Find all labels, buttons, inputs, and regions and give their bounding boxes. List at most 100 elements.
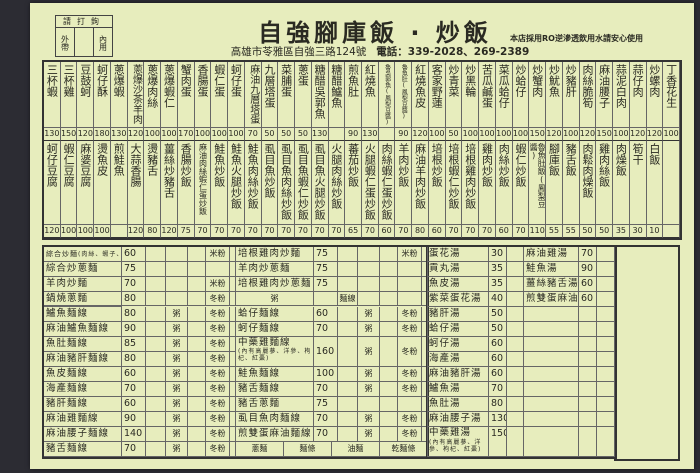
soup-name[interactable]: 海產湯 <box>427 352 489 367</box>
dish-cell[interactable]: 炒黑輪 <box>462 62 480 128</box>
soup-name[interactable]: 貢丸湯 <box>427 262 489 277</box>
soup-name[interactable]: 蚵仔湯 <box>427 337 489 352</box>
porridge-option[interactable]: 粥 <box>166 352 188 367</box>
dish-cell[interactable]: 蚵仔酥 <box>94 62 111 128</box>
dish-cell[interactable]: 炒蛤仔 <box>512 62 530 128</box>
option-cell[interactable] <box>398 262 422 277</box>
noodle-name[interactable]: 綜合炒蔥麵 <box>44 262 122 277</box>
dish-cell[interactable]: 紅燒魚皮 <box>412 62 429 128</box>
dish-cell[interactable]: 腳庫飯 <box>546 141 563 225</box>
dish-cell[interactable]: 麻婆豆腐 <box>77 141 95 225</box>
dish-cell[interactable]: 蔥爆肉絲 <box>144 62 162 128</box>
porridge-option[interactable]: 粥 <box>166 337 188 352</box>
option-cell[interactable]: 麵線 <box>338 292 358 306</box>
dish-cell[interactable]: 虱目魚蝦仁炒飯 <box>295 141 312 225</box>
soup-name[interactable]: 鱸魚湯 <box>427 382 489 397</box>
porridge-option[interactable]: 粥 <box>166 427 188 442</box>
dish-cell[interactable]: 蔥爆蝦 <box>110 62 128 128</box>
porridge-option[interactable]: 粥 <box>166 397 188 412</box>
porridge-option[interactable]: 粥 <box>358 307 380 322</box>
noodle-name[interactable]: 鱸魚麵線 <box>44 307 122 322</box>
dish-cell[interactable]: 丁香花生 <box>663 62 680 128</box>
dish-cell[interactable]: 麻油羊肉炒飯 <box>412 141 429 225</box>
vermicelli-option[interactable]: 冬粉 <box>206 322 230 337</box>
dish-cell[interactable]: 燙豬舌 <box>144 141 162 225</box>
dine-in-checkbox[interactable]: 內用 <box>98 34 108 51</box>
dish-cell[interactable]: 虱目魚肉絲炒飯 <box>278 141 296 225</box>
vermicelli-option[interactable]: 冬粉 <box>206 412 230 427</box>
noodle-name[interactable]: 羊肉炒麵 <box>44 277 122 292</box>
dish-cell[interactable]: 大蒜香腸 <box>127 141 145 225</box>
noodle-name[interactable]: 蛤仔麵線 <box>236 307 314 322</box>
noodle-name[interactable]: 麻油雞麵線 <box>44 412 122 427</box>
noodle-name[interactable]: 中藥雞麵線 (內有高麗蔘、洋參、枸杞、紅棗) <box>236 337 314 367</box>
vermicelli-option[interactable]: 冬粉 <box>206 352 230 367</box>
dish-cell[interactable]: 蕃茄炒飯 <box>345 141 362 225</box>
dish-cell[interactable]: 麻油肉絲蝦仁蛋炒飯 <box>194 141 212 225</box>
soup-name[interactable]: 鮭魚湯 <box>524 262 579 277</box>
dish-cell[interactable] <box>663 141 680 225</box>
noodle-name[interactable]: 海產麵線 <box>44 382 122 397</box>
noodle-name[interactable]: 煎雙蛋麻油麵線 <box>236 427 314 442</box>
vermicelli-option[interactable]: 冬粉 <box>206 307 230 322</box>
dish-cell[interactable]: 火腿蝦仁蛋炒飯 <box>361 141 379 225</box>
vermicelli-option[interactable]: 冬粉 <box>206 367 230 382</box>
dish-cell[interactable]: 紅燒魚 <box>361 62 379 128</box>
dish-cell[interactable]: 香腸蛋 <box>194 62 212 128</box>
noodle-name[interactable]: 鮭魚麵線 <box>236 367 314 382</box>
porridge-option[interactable]: 粥 <box>166 382 188 397</box>
porridge-option[interactable]: 粥 <box>166 442 188 457</box>
vermicelli-option[interactable]: 冬粉 <box>398 367 422 382</box>
dish-cell[interactable]: 鮭魚肉絲炒飯 <box>244 141 262 225</box>
dish-cell[interactable]: 培根雞肉炒飯 <box>462 141 480 225</box>
dish-cell[interactable]: 虱目魚炒飯 <box>261 141 279 225</box>
vermicelli-option[interactable]: 冬粉 <box>206 382 230 397</box>
dish-cell[interactable]: 三杯蝦 <box>44 62 61 128</box>
noodle-name[interactable]: 羊肉炒蔥麵 <box>236 262 314 277</box>
dish-cell[interactable]: 魯魚肚(鳳梨豆醬) <box>395 62 413 128</box>
dish-cell[interactable]: 雞肉絲飯 <box>596 141 614 225</box>
option-cell[interactable]: 冬粉 <box>206 292 230 306</box>
porridge-option[interactable]: 粥 <box>358 412 380 427</box>
dish-cell[interactable]: 薑絲炒豬舌 <box>161 141 178 225</box>
dish-cell[interactable]: 火腿肉絲炒飯 <box>328 141 346 225</box>
dish-cell[interactable]: 香腸炒飯 <box>177 141 195 225</box>
dish-cell[interactable]: 糖醋鱸魚 <box>328 62 346 128</box>
dish-cell[interactable]: 蝦仁蛋 <box>211 62 229 128</box>
dish-cell[interactable]: 豬舌飯 <box>562 141 580 225</box>
vermicelli-option[interactable]: 冬粉 <box>398 307 422 322</box>
vermicelli-option[interactable]: 冬粉 <box>206 337 230 352</box>
dish-cell[interactable]: 肉絲脆筍 <box>579 62 597 128</box>
dish-cell[interactable]: 虱目魚火腿炒飯 <box>311 141 329 225</box>
vermicelli-option[interactable]: 冬粉 <box>206 397 230 412</box>
noodle-name[interactable]: 麻油鱸魚麵線 <box>44 322 122 337</box>
soup-name[interactable]: 麻油豬肝湯 <box>427 367 489 382</box>
vermicelli-option[interactable]: 冬粉 <box>398 382 422 397</box>
noodle-name[interactable]: 魚皮麵線 <box>44 367 122 382</box>
soup-name[interactable]: 蛤仔湯 <box>427 322 489 337</box>
option-cell[interactable] <box>398 277 422 292</box>
dish-cell[interactable]: 肉燥飯 <box>613 141 630 225</box>
noodle-type-option[interactable]: 油麵 <box>332 442 380 457</box>
soup-name[interactable]: 魚皮湯 <box>427 277 489 292</box>
dish-cell[interactable]: 蔥爆沙茶羊肉 <box>127 62 145 128</box>
porridge-option[interactable]: 粥 <box>166 367 188 382</box>
dish-cell[interactable]: 麻油九層塔蛋 <box>244 62 262 128</box>
dish-cell[interactable]: 煎魚肚 <box>345 62 362 128</box>
dish-cell[interactable]: 蚵仔蛋 <box>228 62 245 128</box>
dish-cell[interactable]: 蚵仔豆腐 <box>44 141 61 225</box>
dish-cell[interactable]: 鮭魚火腿炒飯 <box>228 141 245 225</box>
dish-cell[interactable]: 煎鮭魚 <box>110 141 128 225</box>
dish-cell[interactable]: 蝦仁豆腐 <box>60 141 78 225</box>
dish-cell[interactable]: 培根炒飯 <box>428 141 446 225</box>
dish-cell[interactable]: 蔥蛋 <box>295 62 312 128</box>
dish-cell[interactable]: 羊肉炒飯 <box>395 141 413 225</box>
soup-name[interactable]: 煎雙蛋麻油湯 <box>524 292 579 307</box>
dish-cell[interactable]: 苦瓜鹹蛋 <box>479 62 496 128</box>
noodle-name[interactable]: 豬舌麵線 <box>44 442 122 457</box>
dish-cell[interactable]: 肉鬆肉燥飯 <box>579 141 597 225</box>
soup-name[interactable]: 魚肚湯 <box>427 397 489 412</box>
dish-cell[interactable]: 菜瓜蛤仔 <box>495 62 513 128</box>
dish-cell[interactable]: 菜脯蛋 <box>278 62 296 128</box>
noodle-name[interactable]: 培根雞肉炒麵 <box>236 247 314 262</box>
